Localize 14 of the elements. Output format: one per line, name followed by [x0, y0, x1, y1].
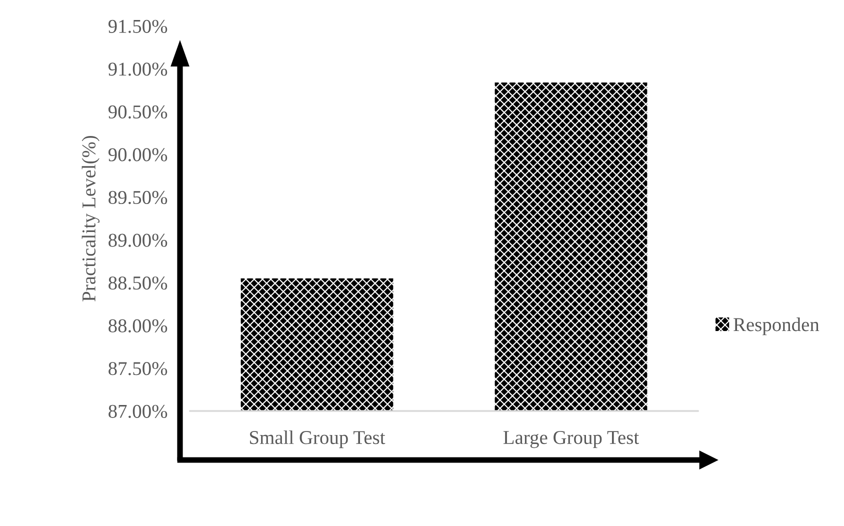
legend-label: Responden — [734, 318, 820, 336]
y-tick-label: 90.50% — [108, 105, 168, 119]
y-tick-label: 87.00% — [108, 404, 168, 418]
y-tick-label: 91.00% — [108, 62, 168, 76]
y-tick-label: 89.50% — [108, 190, 168, 204]
y-tick-label: 87.50% — [108, 362, 168, 376]
x-tick-label: Small Group Test — [250, 430, 386, 448]
x-tick-label: Large Group Test — [503, 431, 639, 448]
y-tick-label: 88.50% — [108, 276, 168, 290]
y-tick-label: 90.00% — [108, 148, 168, 162]
y-tick-label: 91.50% — [108, 20, 168, 34]
y-tick-label: 89.00% — [108, 234, 168, 247]
y-tick-label: 88.00% — [108, 319, 168, 332]
y-axis-title: Practicality Level(%) — [82, 136, 100, 302]
